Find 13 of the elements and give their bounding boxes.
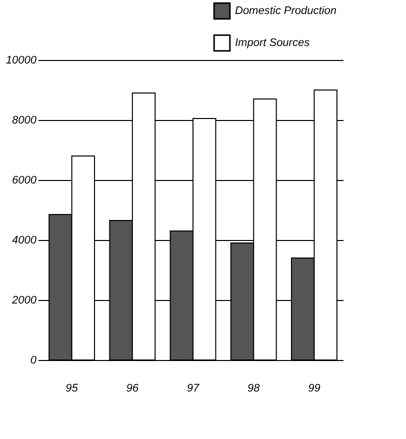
y-tick-label: 2000	[11, 294, 38, 306]
x-tick-label: 96	[126, 382, 140, 394]
x-tick-label: 99	[308, 382, 320, 394]
y-tick-label: 10000	[6, 54, 38, 66]
y-tick-label: 8000	[12, 114, 38, 126]
legend-label: Import Sources	[235, 37, 310, 49]
x-tick-label: 95	[66, 382, 79, 394]
y-tick-label: 6000	[12, 174, 38, 186]
x-tick-label: 97	[186, 382, 200, 394]
legend-label: Domestic Production	[235, 5, 336, 17]
y-tick-label: 0	[30, 354, 38, 366]
x-tick-label: 98	[247, 382, 261, 394]
y-tick-label: 4000	[12, 234, 38, 246]
